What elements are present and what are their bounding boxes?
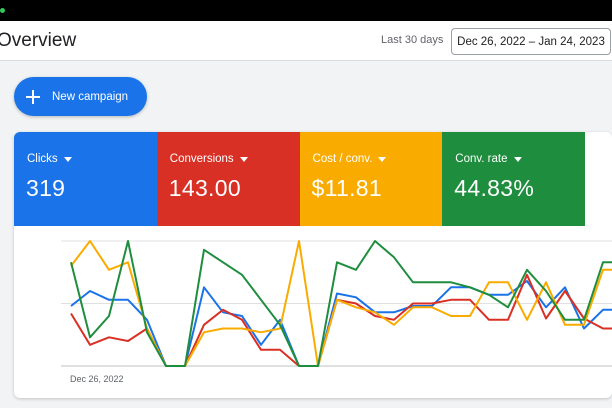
performance-card: Clicks 319 Conversions 143.00 Cost / con… xyxy=(14,132,612,398)
performance-line-chart xyxy=(61,240,612,367)
date-range-label: Last 30 days xyxy=(381,34,444,46)
date-range-picker[interactable]: Dec 26, 2022 – Jan 24, 2023 xyxy=(451,28,611,55)
metric-tile-clicks[interactable]: Clicks 319 xyxy=(14,132,157,226)
dropdown-arrow-icon[interactable] xyxy=(378,156,387,162)
dropdown-arrow-icon[interactable] xyxy=(239,156,248,162)
metric-tiles: Clicks 319 Conversions 143.00 Cost / con… xyxy=(14,132,612,226)
metric-name-conversions[interactable]: Conversions xyxy=(170,153,248,165)
window-top-bar xyxy=(0,0,612,21)
metric-name-clicks[interactable]: Clicks xyxy=(27,153,72,165)
metric-value-conv-rate: 44.83% xyxy=(454,175,535,201)
metric-label: Cost / conv. xyxy=(312,153,373,165)
metric-tile-cost-per-conv[interactable]: Cost / conv. $11.81 xyxy=(299,132,443,226)
series-line-conv_rate xyxy=(70,240,612,367)
metric-value-clicks: 319 xyxy=(26,175,66,201)
page-header: Overview Last 30 days Dec 26, 2022 – Jan… xyxy=(0,21,612,61)
x-axis-start-label: Dec 26, 2022 xyxy=(70,374,124,384)
metric-label: Conv. rate xyxy=(455,153,508,165)
metric-name-cost-per-conv[interactable]: Cost / conv. xyxy=(313,153,387,165)
add-metric-tile[interactable] xyxy=(585,132,612,226)
metric-label: Clicks xyxy=(27,153,58,165)
series-line-clicks xyxy=(70,280,612,367)
dropdown-arrow-icon[interactable] xyxy=(513,156,522,162)
metric-label: Conversions xyxy=(169,153,234,165)
metric-name-conv-rate[interactable]: Conv. rate xyxy=(455,153,522,165)
series-line-conversions xyxy=(70,273,612,367)
new-campaign-button[interactable]: New campaign xyxy=(14,77,147,116)
page-title: Overview xyxy=(0,30,77,51)
metric-value-conversions: 143.00 xyxy=(168,175,241,201)
dropdown-arrow-icon[interactable] xyxy=(63,156,72,162)
plus-icon xyxy=(26,89,40,104)
status-dot-icon xyxy=(0,8,5,13)
metric-tile-conv-rate[interactable]: Conv. rate 44.83% xyxy=(442,132,586,226)
metric-value-cost-per-conv: $11.81 xyxy=(311,175,382,201)
new-campaign-label: New campaign xyxy=(52,90,129,103)
metric-tile-conversions[interactable]: Conversions 143.00 xyxy=(156,132,300,226)
